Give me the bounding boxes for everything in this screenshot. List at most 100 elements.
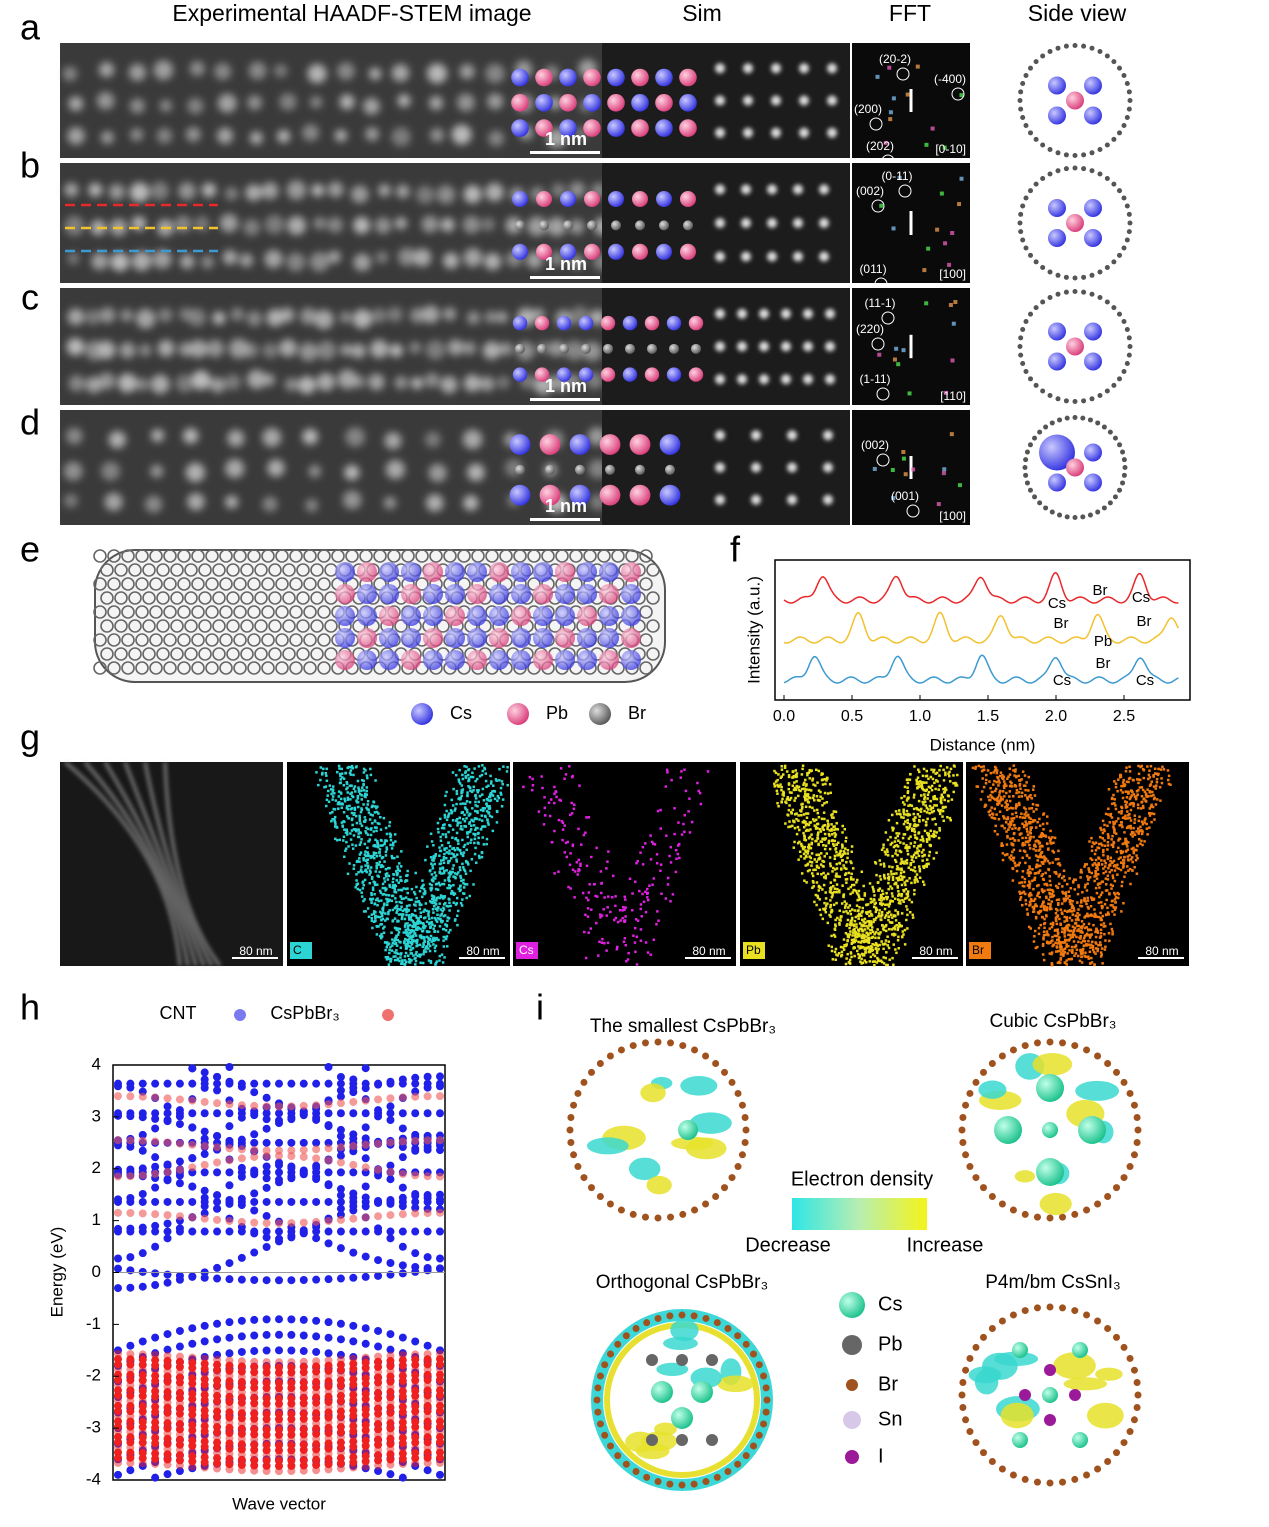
cnt-atom <box>1097 270 1102 275</box>
cnt-atom <box>1089 273 1094 278</box>
eds-dot <box>1142 805 1145 808</box>
atom-spot <box>328 250 341 263</box>
eds-dot <box>1095 936 1098 939</box>
model-atom <box>623 316 637 330</box>
eds-dot <box>464 808 467 811</box>
eds-dot <box>811 838 814 841</box>
eds-dot <box>389 885 392 888</box>
eds-dot <box>439 925 442 928</box>
eds-dot <box>1035 866 1038 869</box>
eds-dot <box>400 865 403 868</box>
eds-dot <box>843 948 846 951</box>
eds-dot <box>365 871 368 874</box>
cnt-atom <box>1111 137 1116 142</box>
eds-dot <box>1072 925 1075 928</box>
eds-dot <box>849 904 852 907</box>
cnt-atom <box>1125 115 1130 120</box>
eds-dot <box>905 919 908 922</box>
eds-dot <box>844 906 847 909</box>
cnt-atom <box>1018 98 1023 103</box>
eds-dot <box>841 831 844 834</box>
eds-dot <box>1107 808 1110 811</box>
model-atom <box>559 69 577 87</box>
eds-dot <box>918 831 921 834</box>
eds-dot <box>1092 924 1095 927</box>
atom-spot <box>464 248 483 267</box>
eds-dot <box>1113 913 1116 916</box>
cnt-atom <box>1073 153 1078 158</box>
eds-dot <box>470 828 473 831</box>
eds-dot <box>1088 871 1091 874</box>
eds-dot <box>845 861 848 864</box>
eds-dot <box>422 910 425 913</box>
eds-dot <box>447 816 450 819</box>
eds-dot <box>361 809 364 812</box>
eds-dot <box>826 852 829 855</box>
eds-dot <box>845 872 848 875</box>
eds-dot <box>885 964 888 967</box>
eds-dot <box>469 789 472 792</box>
eds-dot <box>946 816 949 819</box>
atom-spot <box>262 182 279 199</box>
model-atom <box>655 94 673 112</box>
eds-dot <box>887 912 890 915</box>
model-atom <box>583 69 601 87</box>
eds-dot <box>657 810 660 813</box>
eds-dot <box>944 774 947 777</box>
eds-dot <box>395 901 398 904</box>
eds-dot <box>906 908 909 911</box>
model-atom <box>631 69 649 87</box>
eds-dot <box>942 820 945 823</box>
eds-dot <box>410 959 413 962</box>
model-atom <box>680 191 696 207</box>
eds-dot <box>1120 869 1123 872</box>
eds-dot <box>839 850 842 853</box>
eds-dot <box>368 811 371 814</box>
fft-spot <box>950 231 954 235</box>
eds-dot <box>443 928 446 931</box>
eds-dot <box>377 916 380 919</box>
eds-dot <box>531 789 534 792</box>
eds-dot <box>882 956 885 959</box>
eds-dot <box>948 775 951 778</box>
eds-dot <box>868 937 871 940</box>
eds-dot <box>347 873 350 876</box>
eds-dot <box>1079 960 1082 963</box>
eds-dot <box>418 900 421 903</box>
fill-atom <box>577 606 597 626</box>
eds-dot <box>820 914 823 917</box>
eds-dot <box>935 852 938 855</box>
eds-dot <box>829 848 832 851</box>
eds-dot <box>474 780 477 783</box>
eds-dot <box>419 921 422 924</box>
eds-dot <box>1096 846 1099 849</box>
eds-dot <box>370 902 373 905</box>
eds-dot <box>798 789 801 792</box>
eds-dot <box>913 889 916 892</box>
cnt-atom <box>1123 465 1128 470</box>
atom-spot <box>243 219 260 236</box>
eds-dot <box>899 902 902 905</box>
eds-dot <box>850 873 853 876</box>
eds-dot <box>1030 898 1033 901</box>
eds-dot <box>624 898 627 901</box>
eds-dot <box>925 824 928 827</box>
eds-dot <box>830 909 833 912</box>
eds-dot <box>853 928 856 931</box>
eds-dot <box>857 909 860 912</box>
eds-dot <box>625 960 628 963</box>
eds-dot <box>895 849 898 852</box>
eds-dot <box>444 879 447 882</box>
eds-dot <box>907 853 910 856</box>
eds-dot <box>415 951 418 954</box>
eds-dot <box>370 834 373 837</box>
sim-spot <box>751 463 761 473</box>
eds-dot <box>341 803 344 806</box>
eds-dot <box>913 866 916 869</box>
cnt-atom <box>1102 505 1107 510</box>
eds-dot <box>494 790 497 793</box>
sim-spot <box>803 342 813 352</box>
eds-dot <box>947 800 950 803</box>
cnt-atom <box>1128 344 1133 349</box>
atom-spot <box>180 254 195 269</box>
